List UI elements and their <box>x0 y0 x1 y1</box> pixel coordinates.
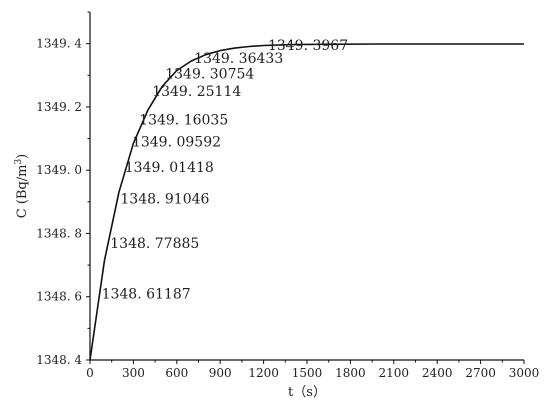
y-tick-label: 1348. 8 <box>36 226 82 240</box>
x-tick-label: 1200 <box>248 366 279 380</box>
y-axis-title-sup: 3 <box>14 159 24 165</box>
y-tick-label: 1349. 4 <box>36 37 82 51</box>
data-label: 1349. 30754 <box>165 67 254 83</box>
data-label: 1349. 25114 <box>152 84 241 100</box>
series-layer <box>89 43 524 361</box>
x-tick-label: 300 <box>122 366 145 380</box>
x-axis-ticks: 0 300 600 900 1200 1500 1800 2100 2400 2700 3000 <box>86 360 539 380</box>
y-tick-label: 1349. 0 <box>36 163 82 177</box>
series-line <box>89 43 524 361</box>
data-label: 1348. 91046 <box>120 192 209 208</box>
y-tick-label: 1348. 4 <box>36 353 82 367</box>
data-label: 1348. 61187 <box>102 287 191 303</box>
data-label: 1348. 77885 <box>110 236 199 252</box>
x-tick-label: 3000 <box>509 366 540 380</box>
y-tick-label: 1349. 2 <box>36 100 82 114</box>
x-tick-label: 0 <box>86 366 94 380</box>
y-axis-ticks: 1348. 4 1348. 6 1348. 8 1349. 0 1349. 2 1349.… <box>36 11 90 367</box>
data-label: 1349. 01418 <box>125 160 214 176</box>
annotation-layer: 1348. 61187 1348. 77885 1348. 91046 1349. 0… <box>102 38 349 302</box>
x-tick-label: 2100 <box>379 366 410 380</box>
y-axis-title-suffix: ) <box>15 154 30 159</box>
x-tick-label: 600 <box>165 366 188 380</box>
x-tick-label: 900 <box>209 366 232 380</box>
x-tick-label: 1500 <box>292 366 323 380</box>
y-axis-title-prefix: C (Bq/m <box>15 165 30 219</box>
data-label: 1349. 36433 <box>194 51 283 67</box>
y-axis-title: C (Bq/m3) <box>14 154 30 219</box>
data-label: 1349. 16035 <box>139 113 228 129</box>
data-label: 1349. 09592 <box>132 135 221 151</box>
x-tick-label: 2700 <box>465 366 496 380</box>
x-axis-title: t（s） <box>288 385 326 400</box>
y-tick-label: 1348. 6 <box>36 290 82 304</box>
data-label: 1349. 3967 <box>268 38 348 54</box>
x-tick-label: 1800 <box>335 366 366 380</box>
x-tick-label: 2400 <box>422 366 453 380</box>
